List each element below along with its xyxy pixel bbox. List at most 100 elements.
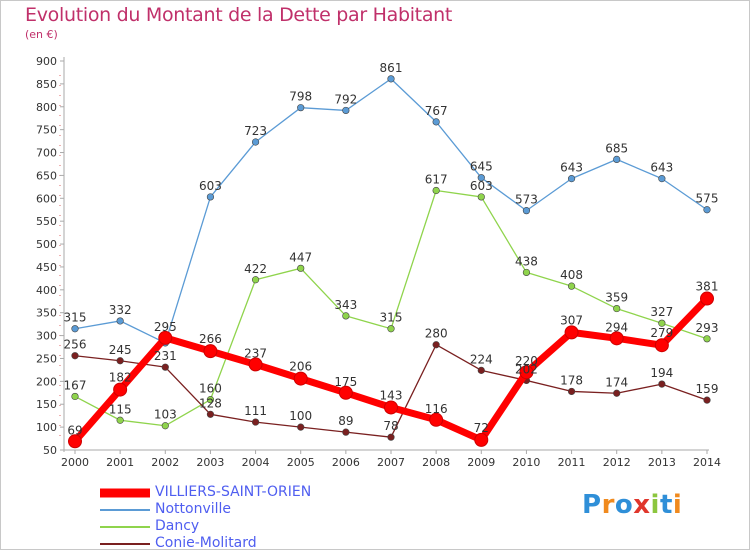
data-label: 231 xyxy=(154,349,177,363)
y-tick-label: 300 xyxy=(36,330,57,343)
data-point xyxy=(161,363,169,371)
x-tick-label: 2008 xyxy=(422,456,450,469)
data-label: 178 xyxy=(560,373,583,387)
data-point xyxy=(206,410,215,418)
data-label: 202 xyxy=(515,362,538,376)
data-point xyxy=(293,371,308,386)
x-tick-label: 2007 xyxy=(377,456,405,469)
data-point xyxy=(703,396,711,404)
data-label: 798 xyxy=(289,90,312,104)
data-point xyxy=(477,174,485,182)
data-point xyxy=(432,186,440,195)
data-label: 295 xyxy=(154,320,177,334)
data-point xyxy=(613,155,621,163)
x-tick-label: 2000 xyxy=(61,456,89,469)
data-label: 174 xyxy=(605,375,628,389)
data-point xyxy=(297,264,305,272)
data-point xyxy=(342,428,350,436)
data-label: 645 xyxy=(470,160,493,174)
data-point xyxy=(251,276,260,284)
data-point xyxy=(71,325,79,333)
data-point xyxy=(519,365,534,380)
y-tick-label: 750 xyxy=(36,124,57,137)
x-tick-label: 2003 xyxy=(196,456,224,469)
x-tick-label: 2004 xyxy=(242,456,270,469)
x-tick-label: 2002 xyxy=(151,456,179,469)
data-point xyxy=(700,291,714,306)
data-label: 792 xyxy=(334,92,357,106)
data-label: 256 xyxy=(64,338,87,352)
data-label: 643 xyxy=(650,161,673,175)
data-point xyxy=(248,357,263,372)
data-point xyxy=(567,175,576,183)
data-label: 182 xyxy=(109,371,132,385)
data-label: 643 xyxy=(560,161,583,175)
y-tick-label: 450 xyxy=(36,261,57,274)
legend-label: Dancy xyxy=(155,518,200,534)
data-label: 206 xyxy=(289,360,312,374)
data-label: 723 xyxy=(244,124,267,138)
data-point xyxy=(71,392,79,401)
data-point xyxy=(71,352,79,360)
y-tick-label: 650 xyxy=(36,169,57,182)
data-label: 767 xyxy=(425,104,448,118)
data-point xyxy=(567,387,576,396)
x-tick-label: 2010 xyxy=(512,456,540,469)
data-label: 422 xyxy=(244,262,267,276)
proxiti-logo: Proxiti xyxy=(582,490,682,520)
x-tick-label: 2013 xyxy=(648,456,676,469)
logo-letter: i xyxy=(650,490,660,520)
data-label: 861 xyxy=(380,61,403,75)
x-tick-label: 2005 xyxy=(287,456,315,469)
data-label: 224 xyxy=(470,352,493,366)
legend-swatch xyxy=(100,488,150,497)
data-label: 237 xyxy=(244,346,267,360)
data-point xyxy=(68,434,82,449)
data-label: 603 xyxy=(470,179,493,193)
legend-swatch xyxy=(100,508,150,511)
legend-swatch xyxy=(100,525,150,528)
data-label: 293 xyxy=(696,321,719,335)
data-point xyxy=(609,331,624,346)
y-tick-label: 350 xyxy=(36,307,57,320)
chart-title: Evolution du Montant de la Dette par Hab… xyxy=(25,4,453,26)
data-point xyxy=(113,382,128,397)
data-label: 617 xyxy=(425,173,448,187)
x-tick-label: 2011 xyxy=(558,456,586,469)
y-tick-label: 50 xyxy=(43,444,57,457)
logo-letter: o xyxy=(614,490,634,520)
data-label: 381 xyxy=(696,280,719,294)
data-point xyxy=(432,341,440,349)
data-point xyxy=(564,325,579,340)
data-label: 307 xyxy=(560,313,583,327)
data-label: 89 xyxy=(338,414,353,428)
data-point xyxy=(567,282,576,290)
y-tick-label: 150 xyxy=(36,398,57,411)
data-point xyxy=(477,193,485,201)
data-point xyxy=(654,338,669,353)
data-label: 685 xyxy=(605,141,628,155)
logo-letter: r xyxy=(601,490,615,520)
data-point xyxy=(297,104,305,112)
data-point xyxy=(432,118,440,126)
data-point xyxy=(474,432,489,447)
data-point xyxy=(522,207,531,215)
data-label: 116 xyxy=(425,402,448,416)
data-label: 100 xyxy=(289,409,312,423)
data-label: 194 xyxy=(650,366,673,380)
logo-letter: i xyxy=(672,490,683,520)
legend-label: Conie-Molitard xyxy=(155,535,257,551)
data-label: 332 xyxy=(109,303,132,317)
y-tick-label: 900 xyxy=(36,55,57,68)
data-point xyxy=(658,380,666,388)
y-tick-label: 800 xyxy=(36,101,57,114)
y-tick-label: 100 xyxy=(36,421,57,434)
data-point xyxy=(116,357,124,365)
data-label: 159 xyxy=(696,382,719,396)
y-tick-label: 850 xyxy=(36,78,57,91)
data-label: 111 xyxy=(244,404,267,418)
data-point xyxy=(387,325,395,333)
data-point xyxy=(387,433,395,441)
